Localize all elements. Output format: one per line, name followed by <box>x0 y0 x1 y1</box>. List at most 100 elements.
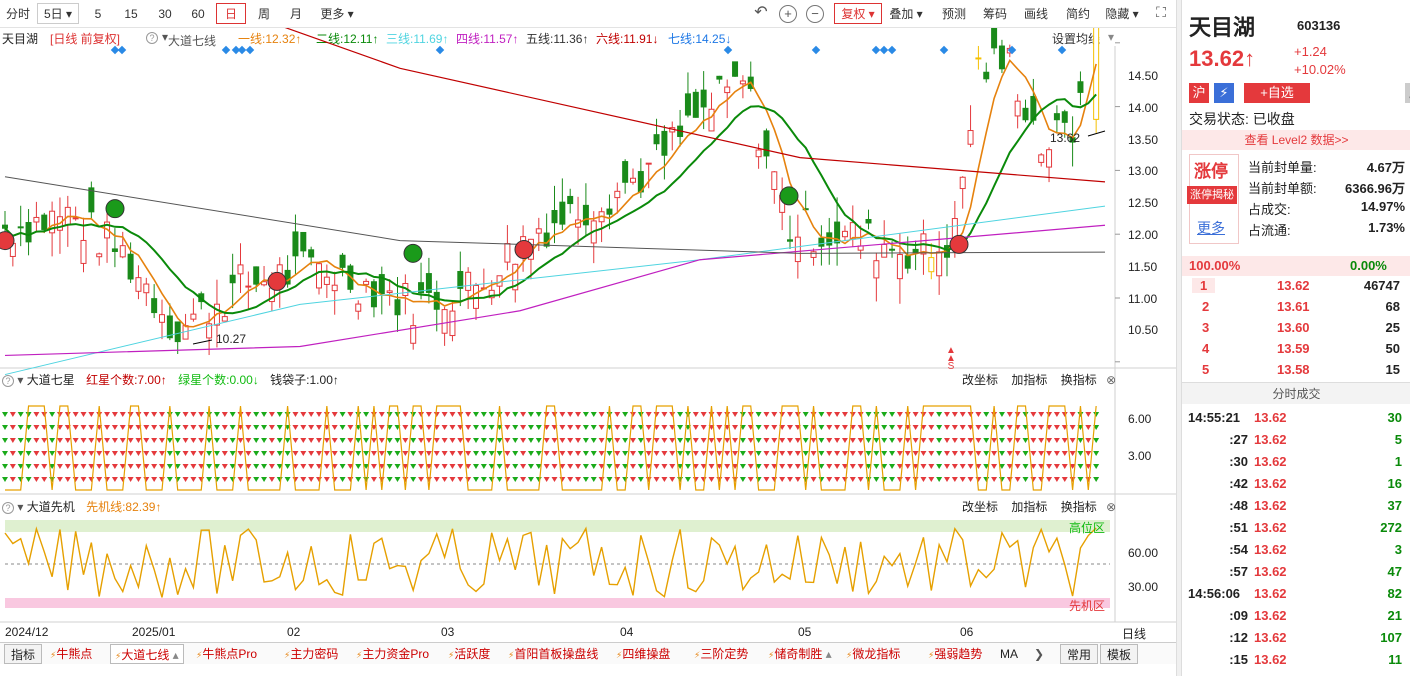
period-week[interactable]: 周 <box>257 7 270 21</box>
indicator-selector[interactable]: ▾ 大道七线 <box>162 30 217 48</box>
ma-settings[interactable]: 设置均线 <box>1052 32 1101 46</box>
indicator-tab[interactable]: 指标 <box>4 644 43 664</box>
star-mark <box>33 464 40 469</box>
hide-button[interactable]: 隐藏 ▾ <box>1105 7 1139 21</box>
star-mark <box>1069 438 1076 443</box>
candle-body <box>732 61 739 77</box>
indicator-tab[interactable]: ⚡主力资金Pro <box>356 647 430 661</box>
star-mark <box>936 412 943 417</box>
star-mark <box>245 412 252 417</box>
simple-button[interactable]: 简约 <box>1065 7 1090 21</box>
star-mark <box>457 464 464 469</box>
candle-body <box>229 274 236 284</box>
add-indicator-button[interactable]: 加指标 <box>1011 500 1048 514</box>
indicator-tab[interactable]: ⚡首阳首板操盘线 <box>508 647 599 661</box>
indicator-tab[interactable]: ⚡强弱趋势 <box>928 647 983 661</box>
panel3-selector-icon[interactable]: ▾ <box>17 500 24 514</box>
add-watchlist-button[interactable]: +自选 <box>1244 83 1310 103</box>
more-link[interactable]: 更多 <box>1197 220 1225 236</box>
bid-level: 1 <box>1192 278 1216 293</box>
indicator-tab[interactable]: ⚡大道七线 ▴ <box>110 644 184 664</box>
star-mark <box>818 412 825 417</box>
draw-button[interactable]: 画线 <box>1023 7 1048 21</box>
star-mark <box>732 412 739 417</box>
chips-button[interactable]: 筹码 <box>982 7 1007 21</box>
lightning-icon[interactable]: ⚡ <box>1214 83 1234 103</box>
star-mark <box>959 425 966 430</box>
switch-indicator-button[interactable]: 换指标 <box>1060 373 1097 387</box>
level2-link[interactable]: 查看 Level2 数据>> <box>1182 130 1410 150</box>
forecast-button[interactable]: 预测 <box>941 7 966 21</box>
zoom-in-icon[interactable]: + <box>779 5 797 23</box>
help-icon[interactable]: ? <box>2 375 14 387</box>
indicator-tab[interactable]: ⚡三阶定势 <box>694 647 749 661</box>
legend-mode[interactable]: [日线 前复权] <box>50 32 121 46</box>
signal-diamond <box>237 45 247 55</box>
fullscreen-icon[interactable]: ⛶ <box>1156 4 1166 20</box>
star-mark <box>912 438 919 443</box>
period-day[interactable]: 日 <box>216 3 246 24</box>
star-mark <box>1061 412 1068 417</box>
star-mark <box>425 425 432 430</box>
star-mark <box>732 438 739 443</box>
indicator-tab[interactable]: 常用 <box>1060 644 1099 664</box>
change-axis-button[interactable]: 改坐标 <box>962 500 999 514</box>
star-mark <box>1014 438 1021 443</box>
pane-splitter[interactable] <box>1176 0 1181 676</box>
star-mark <box>724 412 731 417</box>
period-30min[interactable]: 30 <box>158 7 172 21</box>
indicator-tab[interactable]: ⚡主力密码 <box>284 647 339 661</box>
close-icon[interactable]: ⊗ <box>1106 500 1117 514</box>
tabs-scroll-right-icon[interactable]: ❯ <box>1034 647 1045 661</box>
add-indicator-button[interactable]: 加指标 <box>1011 373 1048 387</box>
zoom-out-icon[interactable]: − <box>806 5 824 23</box>
adjust-button[interactable]: 复权 ▾ <box>834 3 882 24</box>
star-mark <box>182 425 189 430</box>
kline-chart[interactable] <box>0 28 1176 642</box>
bell-icon[interactable]: 🔔︎ <box>1405 83 1410 103</box>
candle-body <box>998 45 1005 70</box>
indicator-tab[interactable]: 模板 <box>1100 644 1139 664</box>
star-mark <box>355 451 362 456</box>
change-axis-button[interactable]: 改坐标 <box>962 373 999 387</box>
candle-body <box>975 57 982 60</box>
star-mark <box>1038 464 1045 469</box>
indicator-tab[interactable]: MA <box>1000 647 1018 661</box>
star-mark <box>543 412 550 417</box>
help-icon[interactable]: ? <box>2 502 14 514</box>
limit-up-reveal-button[interactable]: 涨停揭秘 <box>1187 186 1237 204</box>
ma-settings-arrow-icon[interactable]: ▾ <box>1108 30 1115 44</box>
star-mark <box>520 451 527 456</box>
time-mode[interactable]: 日线 <box>1122 627 1147 641</box>
signal-diamond <box>110 45 120 55</box>
indicator-tab[interactable]: ⚡牛熊点Pro <box>196 647 258 661</box>
star-mark <box>512 425 519 430</box>
indicator-tab[interactable]: ⚡微龙指标 <box>846 647 901 661</box>
period-more[interactable]: 更多 ▾ <box>320 7 354 21</box>
indicator-tab[interactable]: ⚡牛熊点 <box>50 647 93 661</box>
indicator-tab[interactable]: ⚡储奇制胜 ▴ <box>768 647 832 661</box>
star-mark <box>56 451 63 456</box>
period-15min[interactable]: 15 <box>124 7 138 21</box>
star-mark <box>253 438 260 443</box>
period-month[interactable]: 月 <box>289 7 302 21</box>
panel2-selector-icon[interactable]: ▾ <box>17 373 24 387</box>
overlay-button[interactable]: 叠加 ▾ <box>889 7 923 21</box>
close-icon[interactable]: ⊗ <box>1106 373 1117 387</box>
star-mark <box>276 451 283 456</box>
price-tick: 10.50 <box>1128 323 1159 338</box>
star-mark <box>1046 412 1053 417</box>
indicator-tab[interactable]: ⚡四维操盘 <box>616 647 671 661</box>
candle-body <box>111 248 118 252</box>
undo-icon[interactable]: ↶ <box>754 4 768 21</box>
indicator-tab[interactable]: ⚡活跃度 <box>448 647 491 661</box>
period-timeshare[interactable]: 分时 <box>5 7 30 21</box>
star-mark <box>284 477 291 482</box>
period-5day[interactable]: 5日 ▾ <box>37 3 79 24</box>
period-5min[interactable]: 5 <box>94 7 102 21</box>
star-mark <box>33 412 40 417</box>
trade-volume: 5 <box>1394 432 1402 447</box>
face-marker <box>779 186 799 206</box>
switch-indicator-button[interactable]: 换指标 <box>1060 500 1097 514</box>
period-60min[interactable]: 60 <box>191 7 205 21</box>
